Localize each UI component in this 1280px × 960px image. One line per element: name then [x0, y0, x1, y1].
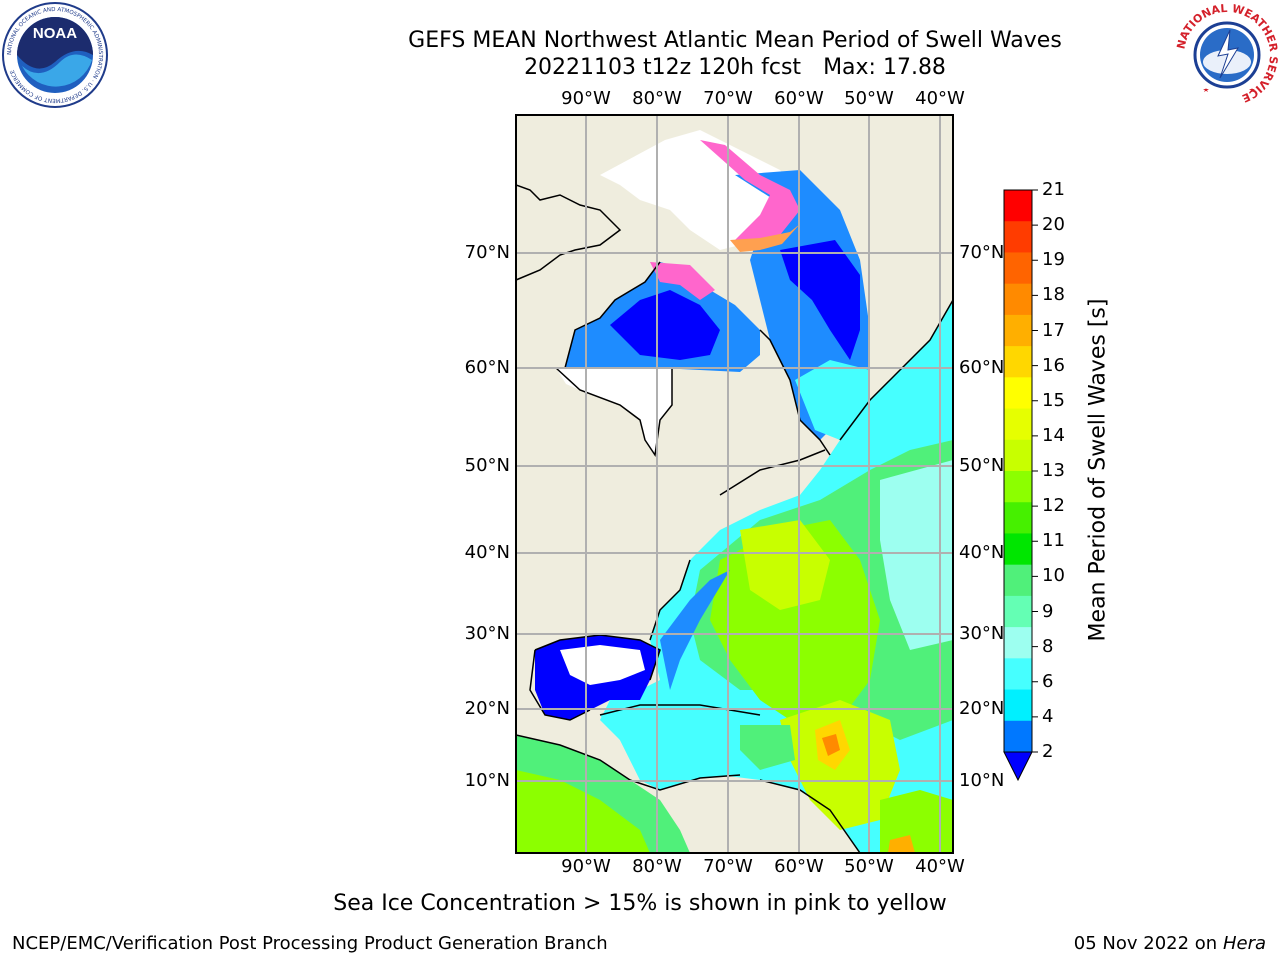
tropical-swell-peak	[822, 734, 840, 756]
nws-logo-icon: NATIONAL WEATHER SERVICE	[1174, 2, 1280, 107]
gulf-white-patch	[560, 645, 645, 685]
lon-label-bottom: 50°W	[844, 856, 894, 877]
colorbar-segment	[1004, 658, 1032, 691]
ice-edge-pink	[700, 140, 800, 245]
svg-text:NOAA: NOAA	[33, 25, 77, 42]
colorbar-segment	[1004, 533, 1032, 566]
colorbar-tick-label: 13	[1042, 460, 1065, 481]
colorbar-segment	[1004, 346, 1032, 378]
pacific-green	[516, 770, 650, 853]
colorbar-tick-label: 15	[1042, 389, 1065, 411]
lon-label-bottom: 90°W	[561, 856, 611, 877]
lon-label-top: 60°W	[774, 88, 824, 109]
colorbar-tick-label: 16	[1042, 354, 1065, 376]
lat-label-right: 50°N	[959, 455, 1005, 476]
colorbar-segment	[1004, 689, 1032, 722]
ice-edge-orange	[730, 224, 800, 252]
chart-subtitle: 20221103 t12z 120h fcst Max: 17.88	[95, 55, 1280, 81]
lon-label-top: 90°W	[561, 88, 611, 109]
lon-label-bottom: 70°W	[703, 856, 753, 877]
hudson-ice-edge	[650, 262, 715, 300]
lat-label-right: 10°N	[959, 770, 1005, 791]
lat-label-right: 30°N	[959, 623, 1005, 644]
colorbar-tick-label: 19	[1042, 249, 1065, 271]
colorbar-tick-label: 14	[1042, 424, 1065, 446]
colorbar-tick-label: 20	[1042, 214, 1065, 236]
colorbar-tick-label: 10	[1042, 565, 1065, 587]
colorbar-segment	[1004, 502, 1032, 534]
southern-peak	[888, 835, 915, 853]
lat-label-left: 40°N	[464, 542, 510, 563]
hudson-bay-deep	[610, 290, 720, 360]
colorbar-label: Mean Period of Swell Waves [s]	[1085, 298, 1111, 642]
lon-label-top: 50°W	[844, 88, 894, 109]
coastlines	[516, 184, 953, 853]
graticule	[516, 115, 953, 853]
caribbean-green	[740, 725, 795, 770]
map-frame	[515, 114, 954, 854]
arctic-ice-region	[600, 130, 800, 250]
colorbar-segment	[1004, 564, 1032, 597]
lon-label-bottom: 60°W	[774, 856, 824, 877]
chart-title: GEFS MEAN Northwest Atlantic Mean Period…	[408, 28, 1062, 53]
lat-label-left: 30°N	[464, 623, 510, 644]
colorbar-tick-label: 4	[1042, 705, 1054, 727]
colorbar-segment	[1004, 439, 1032, 472]
colorbar-segment	[1004, 471, 1032, 503]
lat-label-left: 70°N	[464, 242, 510, 263]
lat-label-right: 20°N	[959, 698, 1005, 719]
southern-swell	[880, 790, 953, 853]
footer-date: 05 Nov 2022 on Hera	[1073, 933, 1266, 954]
colorbar-tick-label: 2	[1042, 741, 1054, 762]
colorbar-tick-label: 6	[1042, 670, 1054, 692]
lat-label-left: 50°N	[464, 455, 510, 476]
lat-label-left: 20°N	[464, 698, 510, 719]
colorbar-segment	[1004, 221, 1032, 253]
lon-label-bottom: 80°W	[632, 856, 682, 877]
east-cyan	[880, 460, 953, 650]
colorbar-segment	[1004, 314, 1032, 347]
lon-label-bottom: 40°W	[915, 856, 965, 877]
lat-label-right: 40°N	[959, 542, 1005, 563]
atlantic-yellow	[740, 520, 830, 610]
forecast-time: 20221103 t12z 120h fcst	[524, 55, 802, 80]
colorbar-tick-label: 9	[1042, 600, 1054, 622]
colorbar	[1003, 189, 1038, 782]
colorbar-segment	[1004, 627, 1032, 659]
noaa-logo-icon: NOAA NATIONAL OCEANIC AND ATMOSPHERIC AD…	[2, 2, 108, 108]
colorbar-under-arrow	[1003, 751, 1033, 782]
lon-label-top: 40°W	[915, 88, 965, 109]
colorbar-tick-label: 17	[1042, 319, 1065, 341]
labrador-light-water	[795, 360, 870, 440]
max-value: Max: 17.88	[823, 55, 946, 80]
colorbar-segment	[1004, 377, 1032, 410]
footer-credit: NCEP/EMC/Verification Post Processing Pr…	[12, 933, 608, 954]
colorbar-tick-label: 12	[1042, 495, 1065, 517]
lat-label-left: 10°N	[464, 770, 510, 791]
lat-label-right: 60°N	[959, 357, 1005, 378]
footer-host: Hera	[1222, 933, 1266, 954]
colorbar-segment	[1004, 283, 1032, 316]
lat-label-left: 60°N	[464, 357, 510, 378]
colorbar-tick-label: 8	[1042, 635, 1054, 657]
colorbar-tick-label: 21	[1042, 179, 1065, 200]
colorbar-tick-label: 11	[1042, 530, 1065, 552]
colorbar-segment	[1004, 190, 1032, 222]
ice-note: Sea Ice Concentration > 15% is shown in …	[333, 891, 947, 916]
colorbar-segment	[1004, 408, 1032, 441]
lon-label-top: 70°W	[703, 88, 753, 109]
colorbar-segment	[1004, 595, 1032, 628]
gulf-stream-blue	[660, 570, 730, 690]
colorbar-segment	[1004, 720, 1032, 753]
lon-label-top: 80°W	[632, 88, 682, 109]
lat-label-right: 70°N	[959, 242, 1005, 263]
colorbar-tick-label: 18	[1042, 284, 1065, 306]
colorbar-segment	[1004, 252, 1032, 285]
